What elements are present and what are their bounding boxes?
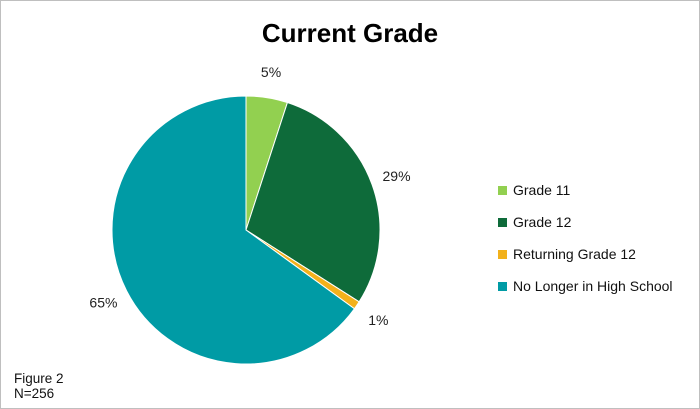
data-label: 5%: [261, 64, 281, 80]
legend-label: No Longer in High School: [513, 278, 673, 294]
legend-label: Returning Grade 12: [513, 246, 636, 262]
legend-swatch: [498, 185, 507, 195]
data-label: 1%: [368, 312, 388, 328]
chart-legend: Grade 11 Grade 12 Returning Grade 12 No …: [498, 174, 673, 302]
figure-caption: Figure 2 N=256: [14, 371, 64, 401]
legend-swatch: [498, 217, 507, 227]
legend-item-returning-grade-12: Returning Grade 12: [498, 238, 673, 270]
legend-item-grade-12: Grade 12: [498, 206, 673, 238]
data-label: 29%: [383, 168, 411, 184]
sample-size: N=256: [14, 386, 55, 401]
legend-swatch: [498, 281, 507, 291]
legend-swatch: [498, 249, 507, 259]
figure-number: Figure 2: [14, 371, 64, 386]
data-label: 65%: [89, 295, 117, 311]
pie-slice-grade-12: [245, 101, 381, 303]
legend-label: Grade 12: [513, 214, 572, 230]
legend-item-no-longer-in-high-school: No Longer in High School: [498, 270, 673, 302]
legend-item-grade-11: Grade 11: [498, 174, 673, 206]
pie-slice-no-longer-in-high-school: [111, 95, 356, 365]
legend-label: Grade 11: [513, 182, 571, 198]
chart-title: Current Grade: [261, 18, 439, 48]
